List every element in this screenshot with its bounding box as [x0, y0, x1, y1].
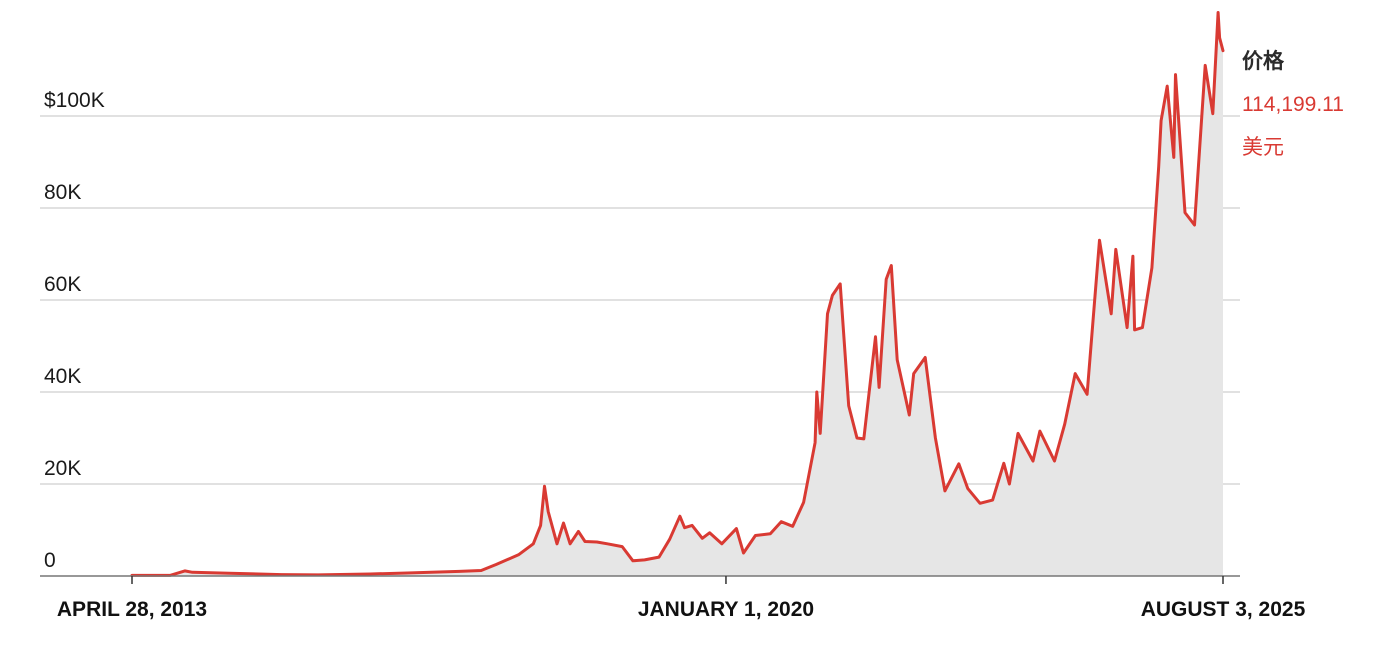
x-tick-label: JANUARY 1, 2020 — [638, 598, 814, 621]
y-tick-label: 40K — [44, 365, 81, 388]
latest-price-annotation: 价格 114,199.11 美元 — [1242, 49, 1344, 159]
x-tick-labels: APRIL 28, 2013 JANUARY 1, 2020 AUGUST 3, 2… — [57, 576, 1306, 621]
annotation-title: 价格 — [1242, 49, 1285, 73]
y-tick-label: 80K — [44, 181, 81, 204]
y-tick-label: 20K — [44, 457, 81, 480]
x-tick-label: APRIL 28, 2013 — [57, 598, 207, 621]
price-area-fill — [132, 12, 1223, 576]
annotation-currency-unit: 美元 — [1242, 135, 1284, 159]
y-tick-label: $100K — [44, 89, 105, 112]
y-tick-label: 60K — [44, 273, 81, 296]
annotation-price-value: 114,199.11 — [1242, 93, 1344, 116]
y-gridlines — [40, 115, 1240, 485]
y-tick-label: 0 — [44, 549, 56, 572]
y-tick-labels: 0 20K 40K 60K 80K $100K — [44, 89, 105, 572]
price-line — [130, 11, 1225, 577]
x-tick-label: AUGUST 3, 2025 — [1141, 598, 1306, 621]
